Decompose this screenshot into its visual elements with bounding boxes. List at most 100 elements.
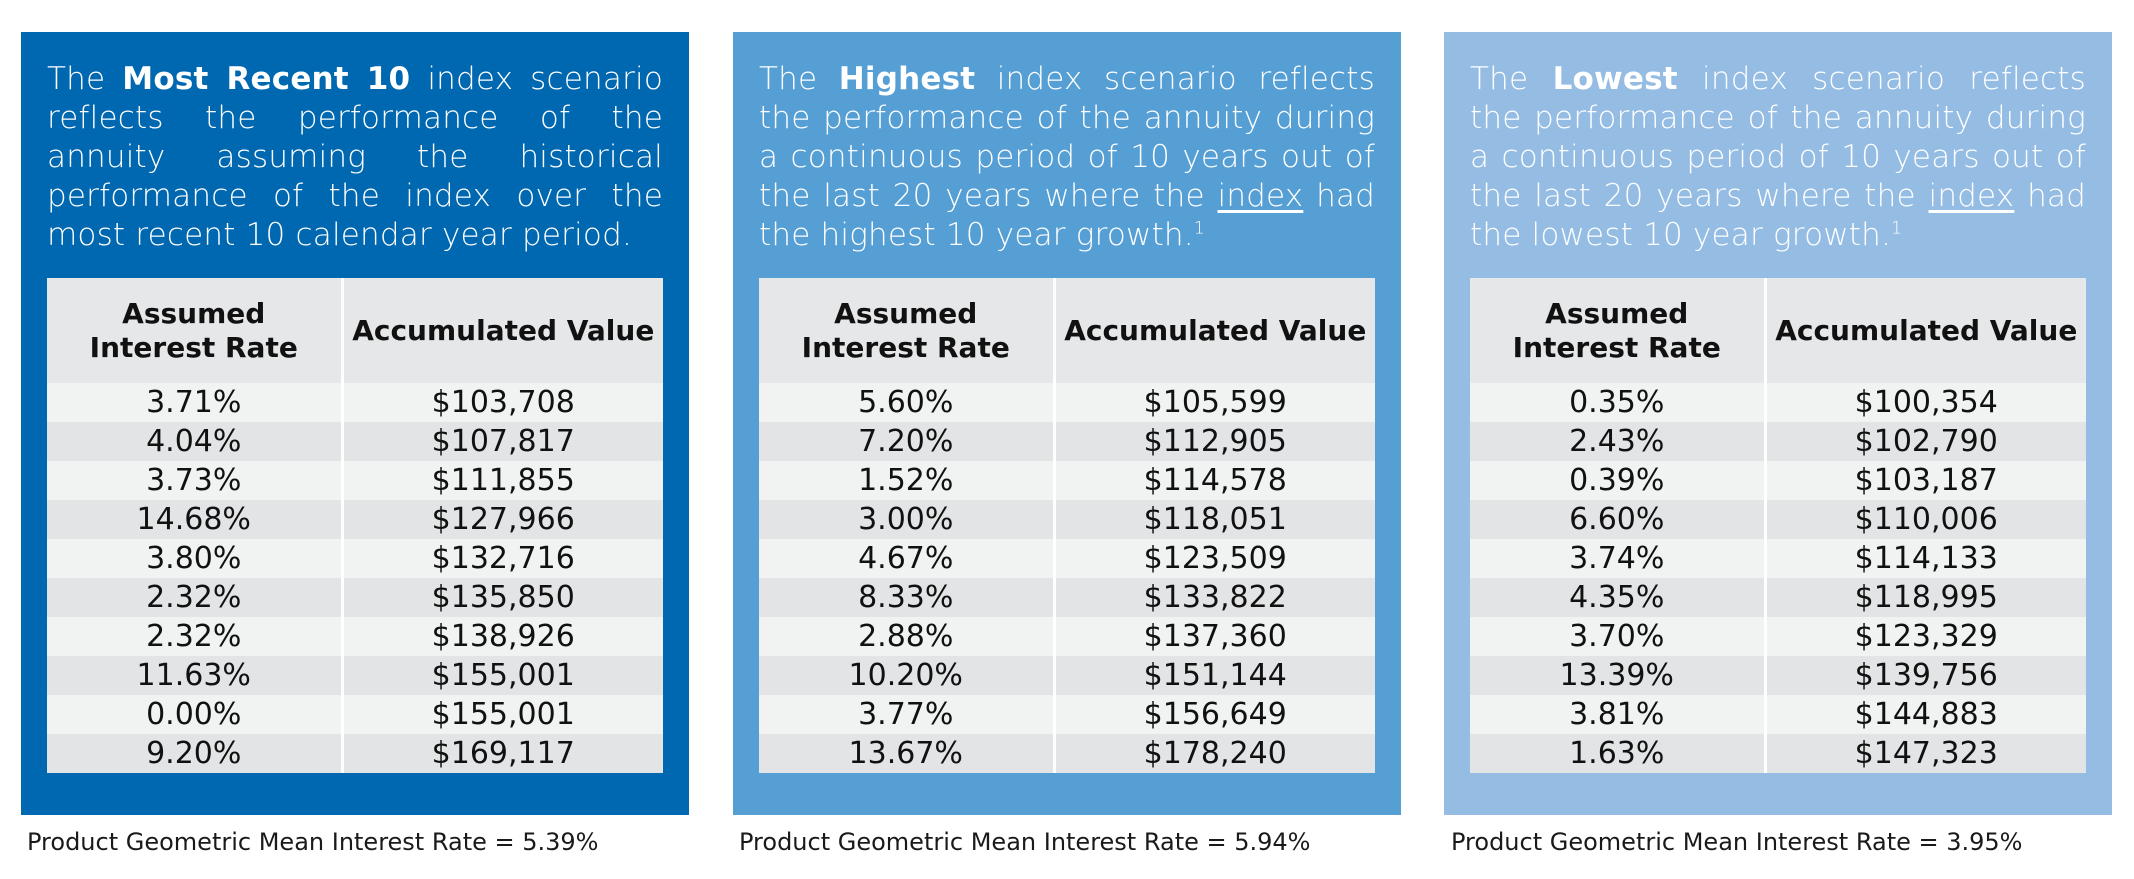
accumulated-value-cell: $155,001: [342, 656, 663, 695]
interest-rate-cell: 4.35%: [1470, 578, 1767, 617]
interest-rate-cell: 14.68%: [47, 500, 344, 539]
accumulated-value-cell: $103,708: [342, 383, 663, 422]
interest-rate-cell: 4.67%: [759, 539, 1056, 578]
table-row: 4.35% $118,995: [1470, 578, 2086, 617]
table-row: 13.67% $178,240: [759, 734, 1375, 773]
assumed-interest-rate-header: Assumed Interest Rate: [47, 278, 344, 383]
scenario-description: The Highest index scenario reflects the …: [759, 61, 1376, 253]
table-row: 3.71% $103,708: [47, 383, 663, 422]
accumulated-value-cell: $169,117: [342, 734, 663, 773]
table-row: 14.68% $127,966: [47, 500, 663, 539]
table-row: 5.60% $105,599: [759, 383, 1375, 422]
accumulated-value-cell: $118,995: [1765, 578, 2086, 617]
interest-rate-cell: 1.63%: [1470, 734, 1767, 773]
accumulated-value-cell: $123,509: [1054, 539, 1375, 578]
accumulated-value-cell: $127,966: [342, 500, 663, 539]
interest-rate-cell: 3.81%: [1470, 695, 1767, 734]
accumulated-value-cell: $118,051: [1054, 500, 1375, 539]
accumulated-value-cell: $110,006: [1765, 500, 2086, 539]
table-row: 0.00% $155,001: [47, 695, 663, 734]
accumulated-value-cell: $123,329: [1765, 617, 2086, 656]
interest-rate-cell: 8.33%: [759, 578, 1056, 617]
geometric-mean-footer: Product Geometric Mean Interest Rate = 5…: [27, 828, 599, 856]
index-link[interactable]: index: [1217, 178, 1304, 214]
scenario-description: The Most Recent 10 index scenario reflec…: [47, 61, 663, 253]
footnote-marker: 1: [1891, 218, 1903, 239]
accumulated-value-cell: $114,133: [1765, 539, 2086, 578]
accumulated-value-cell: $178,240: [1054, 734, 1375, 773]
table-row: 3.80% $132,716: [47, 539, 663, 578]
interest-rate-cell: 11.63%: [47, 656, 344, 695]
geometric-mean-footer: Product Geometric Mean Interest Rate = 5…: [739, 828, 1311, 856]
panel-lowest: The Lowest index scenario reflects the p…: [1444, 32, 2112, 815]
interest-rate-cell: 2.32%: [47, 578, 344, 617]
interest-rate-cell: 13.39%: [1470, 656, 1767, 695]
table-row: 2.43% $102,790: [1470, 422, 2086, 461]
table-row: 8.33% $133,822: [759, 578, 1375, 617]
accumulated-value-cell: $111,855: [342, 461, 663, 500]
table-row: 6.60% $110,006: [1470, 500, 2086, 539]
accumulated-value-cell: $100,354: [1765, 383, 2086, 422]
table-row: 3.74% $114,133: [1470, 539, 2086, 578]
accumulated-value-cell: $156,649: [1054, 695, 1375, 734]
accumulated-value-cell: $105,599: [1054, 383, 1375, 422]
accumulated-value-cell: $137,360: [1054, 617, 1375, 656]
interest-rate-cell: 6.60%: [1470, 500, 1767, 539]
accumulated-value-cell: $112,905: [1054, 422, 1375, 461]
table-row: 0.39% $103,187: [1470, 461, 2086, 500]
footnote-marker: 1: [1193, 218, 1205, 239]
accumulated-value-cell: $114,578: [1054, 461, 1375, 500]
table-row: 3.00% $118,051: [759, 500, 1375, 539]
interest-rate-cell: 7.20%: [759, 422, 1056, 461]
scenario-description: The Lowest index scenario reflects the p…: [1470, 61, 2086, 253]
index-link[interactable]: index: [1928, 178, 2015, 214]
accumulated-value-header: Accumulated Value: [342, 278, 663, 383]
accumulated-value-cell: $147,323: [1765, 734, 2086, 773]
table-row: 7.20% $112,905: [759, 422, 1375, 461]
accumulated-value-cell: $151,144: [1054, 656, 1375, 695]
table-row: 1.63% $147,323: [1470, 734, 2086, 773]
interest-rate-cell: 0.39%: [1470, 461, 1767, 500]
interest-rate-cell: 0.00%: [47, 695, 344, 734]
interest-rate-cell: 3.71%: [47, 383, 344, 422]
accumulated-value-cell: $155,001: [342, 695, 663, 734]
table-row: 9.20% $169,117: [47, 734, 663, 773]
interest-rate-cell: 4.04%: [47, 422, 344, 461]
interest-rate-cell: 3.73%: [47, 461, 344, 500]
table-row: 4.04% $107,817: [47, 422, 663, 461]
interest-rate-cell: 13.67%: [759, 734, 1056, 773]
interest-rate-cell: 3.00%: [759, 500, 1056, 539]
accumulated-value-header: Accumulated Value: [1765, 278, 2086, 383]
table-row: 2.32% $138,926: [47, 617, 663, 656]
rates-table: Assumed Interest Rate Accumulated Value 3…: [47, 278, 663, 773]
accumulated-value-cell: $144,883: [1765, 695, 2086, 734]
accumulated-value-cell: $107,817: [342, 422, 663, 461]
table-row: 1.52% $114,578: [759, 461, 1375, 500]
table-row: 2.88% $137,360: [759, 617, 1375, 656]
geometric-mean-footer: Product Geometric Mean Interest Rate = 3…: [1451, 828, 2023, 856]
interest-rate-cell: 9.20%: [47, 734, 344, 773]
assumed-interest-rate-header: Assumed Interest Rate: [1470, 278, 1767, 383]
interest-rate-cell: 3.77%: [759, 695, 1056, 734]
panel-most-recent: The Most Recent 10 index scenario reflec…: [21, 32, 689, 815]
interest-rate-cell: 1.52%: [759, 461, 1056, 500]
table-row: 3.81% $144,883: [1470, 695, 2086, 734]
accumulated-value-cell: $135,850: [342, 578, 663, 617]
accumulated-value-cell: $132,716: [342, 539, 663, 578]
interest-rate-cell: 3.80%: [47, 539, 344, 578]
interest-rate-cell: 3.70%: [1470, 617, 1767, 656]
accumulated-value-cell: $102,790: [1765, 422, 2086, 461]
accumulated-value-cell: $133,822: [1054, 578, 1375, 617]
table-row: 0.35% $100,354: [1470, 383, 2086, 422]
interest-rate-cell: 2.32%: [47, 617, 344, 656]
table-row: 13.39% $139,756: [1470, 656, 2086, 695]
assumed-interest-rate-header: Assumed Interest Rate: [759, 278, 1056, 383]
accumulated-value-cell: $103,187: [1765, 461, 2086, 500]
accumulated-value-cell: $138,926: [342, 617, 663, 656]
interest-rate-cell: 5.60%: [759, 383, 1056, 422]
rates-table: Assumed Interest Rate Accumulated Value 0…: [1470, 278, 2086, 773]
table-row: 3.70% $123,329: [1470, 617, 2086, 656]
accumulated-value-header: Accumulated Value: [1054, 278, 1375, 383]
interest-rate-cell: 10.20%: [759, 656, 1056, 695]
panel-highest: The Highest index scenario reflects the …: [733, 32, 1401, 815]
